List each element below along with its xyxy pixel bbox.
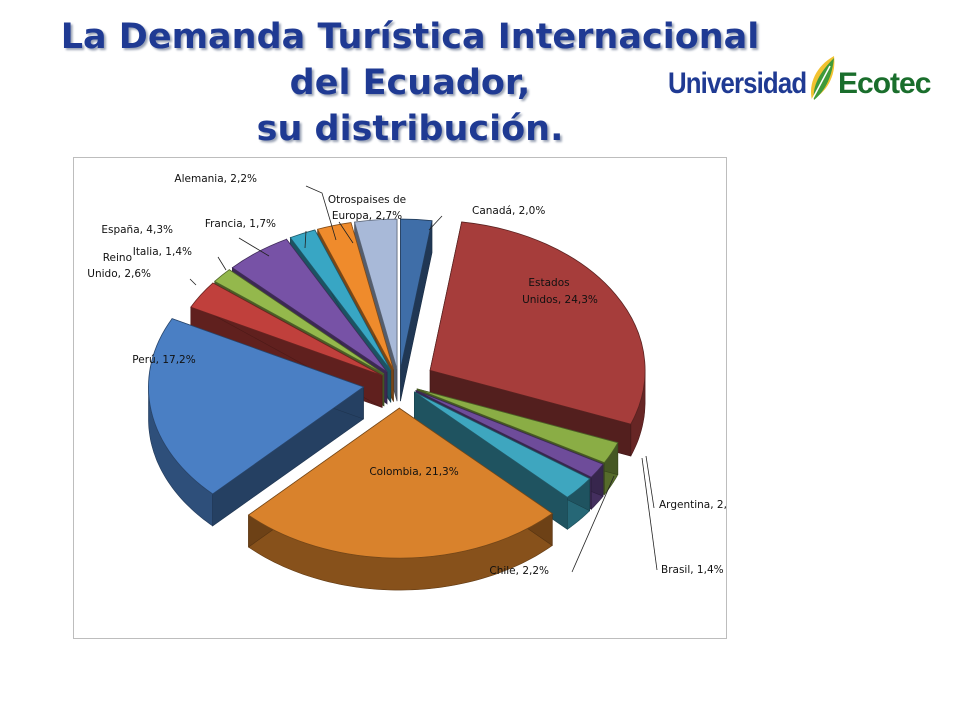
leader-line-5: [571, 475, 615, 573]
title-line-1: La Demanda Turística Internacional: [60, 17, 760, 57]
data-label-4: Brasil, 1,4%: [661, 564, 724, 576]
pie-slice-top-11: [289, 229, 392, 371]
pie-slice-top-13: [354, 218, 398, 370]
data-label-10: España, 4,3%: [101, 224, 173, 236]
leader-line-13: [338, 221, 354, 244]
chart-frame: Canadá, 2,0% Estados Unidos, 24,3% Argentin…: [73, 157, 727, 639]
pie-slice-5: [414, 391, 591, 530]
pie-slice-top-2: [429, 221, 646, 425]
logo-text-universidad: Universidad: [668, 67, 807, 100]
data-label-6: Colombia, 21,3%: [369, 466, 458, 478]
data-label-1: Canadá, 2,0%: [472, 205, 545, 217]
pie-chart: Canadá, 2,0% Estados Unidos, 24,3% Argentin…: [87, 173, 726, 591]
pie-slice-top-5: [414, 391, 591, 498]
data-label-3: Argentina, 2,0%: [659, 499, 726, 511]
pie-slice-top-1: [400, 218, 433, 370]
data-label-8: Reino Unido, 2,6%: [87, 252, 151, 280]
pie-slice-top-9: [214, 269, 385, 375]
data-label-2: Estados Unidos, 24,3%: [522, 277, 598, 306]
title-line-2: del Ecuador,: [289, 63, 531, 103]
leader-line-12: [305, 185, 337, 241]
leader-line-3: [645, 455, 655, 509]
leader-line-9: [217, 256, 227, 271]
pie-slice-top-10: [231, 238, 388, 373]
leader-line-11: [304, 230, 307, 249]
pie-slice-top-4: [415, 390, 604, 478]
data-label-13: Otrospaises de Europa, 2,7%: [328, 194, 406, 222]
pie-slice-7: [148, 318, 365, 527]
university-logo: Universidad Ecotec: [666, 54, 950, 110]
leader-line-10: [238, 237, 270, 257]
data-label-7: Perú, 17,2%: [132, 354, 195, 366]
pie-slice-top-7: [148, 318, 365, 495]
pie-slice-6: [247, 407, 553, 591]
pie-slice-top-8: [190, 282, 383, 376]
leader-line-4: [641, 457, 658, 571]
pie-slice-top-3: [416, 388, 619, 464]
data-label-12: Alemania, 2,2%: [174, 173, 257, 185]
slide-title: La Demanda Turística Internacional del E…: [20, 14, 800, 152]
data-label-9: Italia, 1,4%: [133, 246, 192, 258]
leaf-icon: [810, 56, 835, 101]
title-line-3: su distribución.: [256, 109, 564, 149]
pie-slice-top-12: [316, 222, 394, 370]
leader-line-1: [428, 215, 443, 231]
data-label-11: Francia, 1,7%: [205, 218, 276, 230]
leader-line-8: [189, 278, 197, 286]
data-label-5: Chile, 2,2%: [489, 565, 549, 577]
pie-slice-1: [400, 218, 433, 402]
pie-slice-top-6: [247, 407, 553, 559]
logo-text-ecotec: Ecotec: [838, 67, 931, 100]
